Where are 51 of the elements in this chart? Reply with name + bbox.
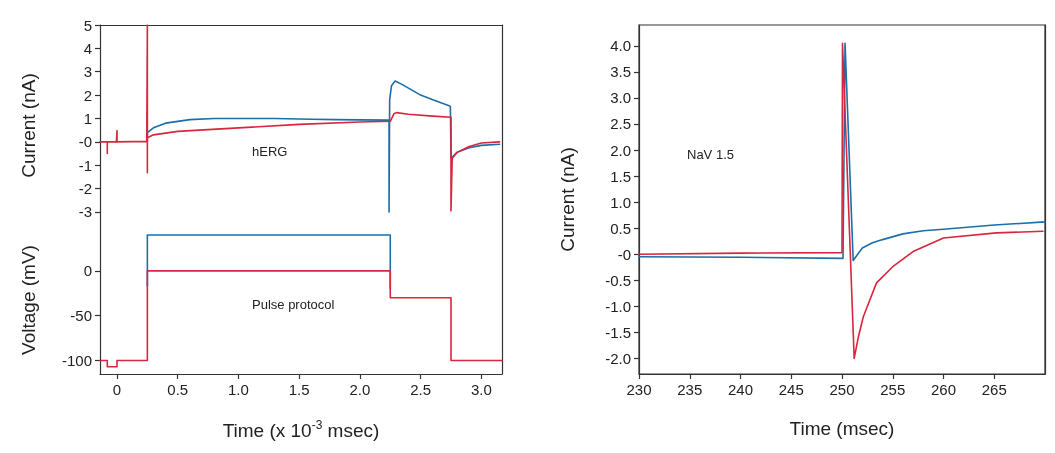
- x-tick-label: 260: [930, 381, 957, 398]
- x-tick-label: 2.5: [410, 381, 432, 398]
- y-tick-label: -1: [78, 156, 92, 174]
- x-tick-label: 230: [626, 381, 652, 398]
- line-series: [638, 42, 1046, 262]
- y-tick-label: 2.5: [610, 115, 631, 133]
- line-series: [146, 80, 501, 213]
- y-tick-label: -2: [78, 180, 92, 198]
- x-axis-title: Time (msec): [789, 418, 895, 439]
- x-tick-label: 0.5: [167, 381, 189, 398]
- y-tick-label: -100: [61, 352, 92, 370]
- y-tick-label: 4: [83, 39, 92, 57]
- y-tick-label: 1.0: [610, 193, 631, 211]
- x-tick-label: 1.5: [288, 381, 310, 398]
- y-tick-label: -0.5: [605, 271, 631, 289]
- y-tick-label: -0: [617, 245, 631, 263]
- y-tick-label: 1: [83, 109, 92, 127]
- line-series: [99, 270, 503, 368]
- y-tick-label: 2: [83, 86, 92, 104]
- y-axis-title: Current (nA): [557, 147, 578, 252]
- x-tick-label: 255: [880, 381, 906, 398]
- y-axis-title: Current (nA): [18, 73, 39, 178]
- y-tick-label: 0.5: [610, 219, 631, 237]
- x-tick-label: 265: [981, 381, 1007, 398]
- x-tick-label: 240: [727, 381, 754, 398]
- y-tick-label: -1.5: [605, 323, 631, 341]
- y-tick-label: 3: [83, 63, 92, 81]
- line-series: [638, 42, 1044, 360]
- y-axis-title: Voltage (mV): [18, 245, 39, 355]
- x-tick-label: 250: [829, 381, 855, 398]
- y-tick-label: 3.5: [610, 63, 631, 81]
- y-tick-label: 4.0: [610, 37, 631, 55]
- annotation: NaV 1.5: [687, 147, 734, 162]
- y-tick-label: -3: [78, 203, 92, 221]
- x-tick-label: 235: [677, 381, 703, 398]
- x-tick-label: 1.0: [228, 381, 249, 398]
- y-tick-label: 2.0: [610, 141, 631, 159]
- x-tick-label: 2.0: [349, 381, 371, 398]
- x-tick-label: 245: [778, 381, 804, 398]
- y-tick-label: -50: [70, 307, 92, 325]
- x-tick-label: 3.0: [470, 381, 492, 398]
- y-tick-label: 1.5: [610, 167, 631, 185]
- y-tick-label: 0: [83, 262, 92, 280]
- y-tick-label: -2.0: [605, 349, 631, 367]
- annotation: Pulse protocol: [252, 297, 335, 312]
- x-tick-label: 0: [112, 381, 122, 398]
- y-tick-label: 5: [83, 16, 92, 34]
- y-tick-label: -0: [78, 133, 92, 151]
- annotation: hERG: [252, 144, 288, 159]
- y-tick-label: 3.0: [610, 89, 631, 107]
- y-tick-label: -1.0: [605, 297, 631, 315]
